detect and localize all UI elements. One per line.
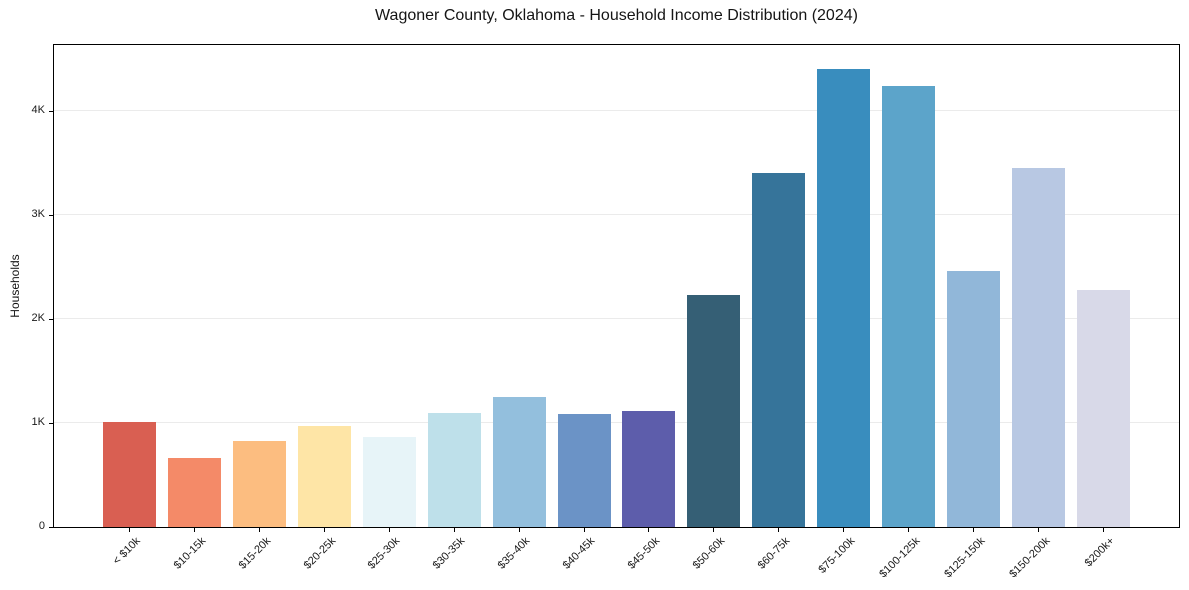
bar <box>167 457 221 527</box>
y-axis-label: Households <box>8 254 22 318</box>
x-tick-mark <box>388 528 390 532</box>
bar <box>1012 168 1066 527</box>
bar <box>427 412 481 527</box>
x-tick-mark <box>518 528 520 532</box>
x-tick-label: $20-25k <box>301 535 338 572</box>
bar <box>752 172 806 527</box>
y-tick-mark <box>49 319 53 321</box>
y-tick-mark <box>49 215 53 217</box>
x-tick-label: $150-200k <box>1006 535 1053 581</box>
bar <box>362 437 416 527</box>
x-tick-mark <box>453 528 455 532</box>
y-tick-mark <box>49 527 53 528</box>
bar <box>492 397 546 527</box>
x-tick-mark <box>1038 528 1040 532</box>
x-tick-mark <box>778 528 780 532</box>
gridline <box>54 318 1179 320</box>
bar <box>103 422 156 527</box>
bar <box>947 271 1001 527</box>
y-tick-label: 3K <box>31 208 45 221</box>
gridline <box>54 110 1179 112</box>
x-tick-mark <box>843 528 845 532</box>
x-tick-label: $60-75k <box>755 535 793 572</box>
bar <box>882 86 936 527</box>
x-tick-label: $100-125k <box>876 535 923 581</box>
x-tick-mark <box>713 528 715 532</box>
x-tick-mark <box>908 528 910 532</box>
x-tick-mark <box>258 528 260 532</box>
x-tick-label: $15-20k <box>236 535 273 572</box>
x-tick-mark <box>973 528 975 532</box>
y-tick-mark <box>49 423 53 425</box>
bar <box>297 426 351 527</box>
plot-area <box>53 44 1180 528</box>
x-tick-label: $40-45k <box>560 535 598 572</box>
bar <box>817 69 871 527</box>
x-tick-mark <box>323 528 325 532</box>
x-tick-mark <box>583 528 585 532</box>
y-tick-label: 1K <box>31 416 45 429</box>
x-tick-mark <box>193 528 195 532</box>
bar <box>687 295 741 527</box>
y-tick-label: 4K <box>31 104 45 117</box>
bar <box>232 440 286 527</box>
y-tick-mark <box>49 111 53 113</box>
y-tick-label: 2K <box>31 312 45 325</box>
bar <box>622 411 676 527</box>
x-tick-mark <box>129 528 130 532</box>
chart-title: Wagoner County, Oklahoma - Household Inc… <box>375 7 858 24</box>
x-tick-mark <box>1102 528 1104 532</box>
gridline <box>54 214 1179 216</box>
x-tick-label: $50-60k <box>690 535 728 572</box>
x-tick-mark <box>648 528 650 532</box>
x-tick-label: $10-15k <box>171 535 208 572</box>
x-tick-label: $45-50k <box>625 535 663 572</box>
gridline <box>54 422 1179 424</box>
x-tick-label: $25-30k <box>366 535 403 572</box>
x-tick-label: $125-150k <box>941 535 988 581</box>
x-tick-label: < $10k <box>110 535 143 568</box>
x-tick-label: $35-40k <box>495 535 533 572</box>
bar <box>557 413 611 527</box>
y-tick-label: 0 <box>38 520 45 532</box>
x-tick-label: $200k+ <box>1082 535 1117 570</box>
x-tick-label: $75-100k <box>816 535 858 576</box>
bar <box>1076 289 1130 527</box>
x-tick-label: $30-35k <box>431 535 468 572</box>
